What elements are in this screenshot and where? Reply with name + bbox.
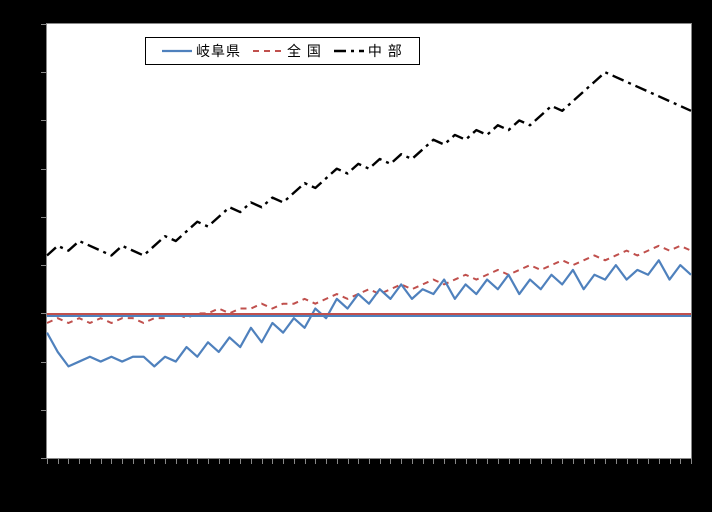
x-tick — [219, 459, 220, 464]
x-tick — [401, 459, 402, 464]
x-tick — [144, 459, 145, 464]
x-tick — [562, 459, 563, 464]
x-tick — [659, 459, 660, 464]
legend-item-chubu: 中 部 — [334, 41, 403, 61]
x-tick — [111, 459, 112, 464]
x-tick — [58, 459, 59, 464]
legend-label-zenkoku: 全 国 — [287, 41, 322, 61]
legend-swatch-chubu — [334, 44, 364, 58]
y-tick — [41, 410, 46, 411]
series-zenkoku — [47, 246, 691, 323]
x-tick — [154, 459, 155, 464]
x-tick — [487, 459, 488, 464]
series-chubu — [47, 72, 691, 255]
x-tick — [90, 459, 91, 464]
x-tick — [348, 459, 349, 464]
x-tick — [122, 459, 123, 464]
y-tick — [41, 313, 46, 314]
legend-item-gifu: 岐阜県 — [162, 41, 241, 61]
x-tick — [47, 459, 48, 464]
x-tick — [670, 459, 671, 464]
x-tick — [551, 459, 552, 464]
x-tick — [476, 459, 477, 464]
series-layer — [47, 24, 691, 458]
line-chart: 岐阜県 全 国 中 部 — [0, 0, 712, 512]
x-tick — [412, 459, 413, 464]
x-tick — [466, 459, 467, 464]
x-tick — [262, 459, 263, 464]
x-tick — [455, 459, 456, 464]
x-tick — [79, 459, 80, 464]
x-tick — [133, 459, 134, 464]
x-tick — [294, 459, 295, 464]
x-tick — [423, 459, 424, 464]
x-tick — [358, 459, 359, 464]
x-tick — [187, 459, 188, 464]
x-tick — [369, 459, 370, 464]
x-tick — [691, 459, 692, 464]
legend: 岐阜県 全 国 中 部 — [145, 37, 420, 65]
x-tick — [627, 459, 628, 464]
x-tick — [380, 459, 381, 464]
x-tick — [605, 459, 606, 464]
y-tick — [41, 217, 46, 218]
x-tick — [326, 459, 327, 464]
plot-area: 岐阜県 全 国 中 部 — [46, 23, 692, 459]
legend-swatch-zenkoku — [253, 44, 283, 58]
x-tick — [498, 459, 499, 464]
x-tick — [283, 459, 284, 464]
x-tick — [444, 459, 445, 464]
baseline — [47, 315, 691, 317]
y-tick — [41, 362, 46, 363]
x-tick — [433, 459, 434, 464]
x-tick — [573, 459, 574, 464]
y-tick — [41, 120, 46, 121]
x-tick — [240, 459, 241, 464]
x-tick — [176, 459, 177, 464]
x-tick — [519, 459, 520, 464]
legend-item-zenkoku: 全 国 — [253, 41, 322, 61]
y-tick — [41, 265, 46, 266]
x-tick — [337, 459, 338, 464]
x-tick — [648, 459, 649, 464]
y-tick — [41, 458, 46, 459]
x-tick — [616, 459, 617, 464]
x-tick — [165, 459, 166, 464]
x-tick — [229, 459, 230, 464]
x-tick — [390, 459, 391, 464]
x-tick — [584, 459, 585, 464]
legend-label-gifu: 岐阜県 — [196, 41, 241, 61]
x-tick — [305, 459, 306, 464]
x-tick — [637, 459, 638, 464]
x-tick — [251, 459, 252, 464]
legend-label-chubu: 中 部 — [368, 41, 403, 61]
legend-swatch-gifu — [162, 44, 192, 58]
x-tick — [208, 459, 209, 464]
x-tick — [68, 459, 69, 464]
x-tick — [594, 459, 595, 464]
y-tick — [41, 72, 46, 73]
x-tick — [509, 459, 510, 464]
x-tick — [315, 459, 316, 464]
y-tick — [41, 24, 46, 25]
y-tick — [41, 169, 46, 170]
x-tick — [197, 459, 198, 464]
x-tick — [101, 459, 102, 464]
x-tick — [530, 459, 531, 464]
x-tick — [680, 459, 681, 464]
x-tick — [541, 459, 542, 464]
x-tick — [272, 459, 273, 464]
